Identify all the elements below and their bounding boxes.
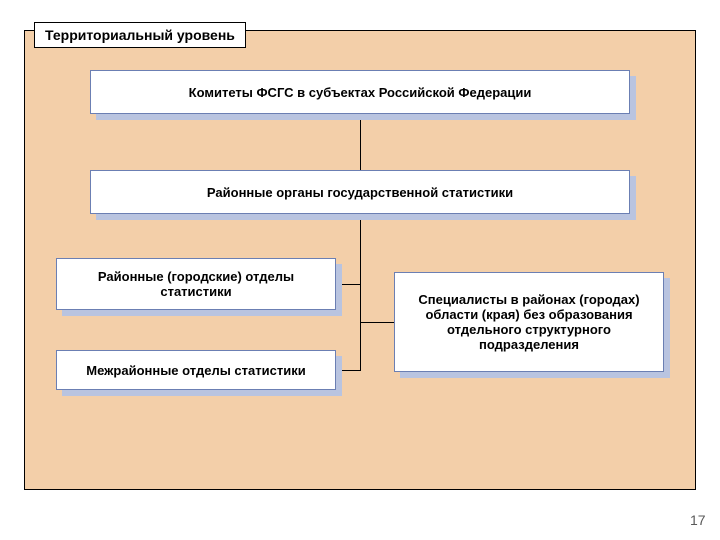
connector-4	[360, 322, 394, 323]
org-node-n1: Комитеты ФСГС в субъектах Российской Фед…	[90, 70, 630, 114]
org-node-n5: Специалисты в районах (городах) области …	[394, 272, 664, 372]
slide-canvas: Территориальный уровень Комитеты ФСГС в …	[0, 0, 720, 540]
diagram-title: Территориальный уровень	[34, 22, 246, 48]
node-label: Комитеты ФСГС в субъектах Российской Фед…	[90, 70, 630, 114]
node-label: Районные (городские) отделы статистики	[56, 258, 336, 310]
org-node-n4: Межрайонные отделы статистики	[56, 350, 336, 390]
org-node-n2: Районные органы государственной статисти…	[90, 170, 630, 214]
node-label: Межрайонные отделы статистики	[56, 350, 336, 390]
page-number: 17	[690, 512, 706, 528]
connector-1	[360, 214, 361, 258]
node-label: Специалисты в районах (городах) области …	[394, 272, 664, 372]
connector-5	[360, 258, 361, 371]
org-node-n3: Районные (городские) отделы статистики	[56, 258, 336, 310]
connector-0	[360, 114, 361, 170]
node-label: Районные органы государственной статисти…	[90, 170, 630, 214]
